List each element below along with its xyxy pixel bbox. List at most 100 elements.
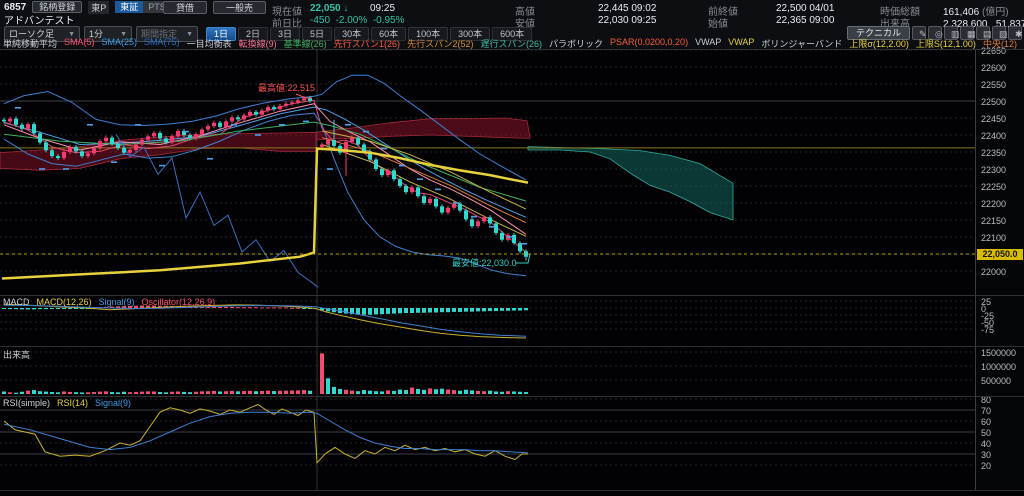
price-tick: 22200	[981, 199, 1007, 209]
vwap-line	[1, 147, 529, 280]
price-tick: 22600	[981, 63, 1007, 73]
volume-label: 出来高	[880, 19, 910, 30]
exchange-tab-東証[interactable]: 東証	[115, 1, 144, 13]
legend-item: 出来高	[3, 350, 31, 360]
legend-item: SMA(25)	[101, 37, 138, 47]
trade-button-貸借[interactable]: 貸借	[163, 1, 208, 14]
macd-signal-line	[3, 304, 527, 337]
period-button-300本[interactable]: 300本	[450, 27, 491, 41]
rsi-tick: 40	[981, 439, 992, 449]
bollinger-lower-2s	[3, 112, 527, 277]
market-badge: 東P	[88, 0, 110, 14]
legend-item: パラボリック	[549, 39, 604, 49]
panel-separator	[0, 490, 1024, 491]
change-label: 前日比	[272, 19, 302, 30]
svg-text:最安値:22,030.0: 最安値:22,030.0	[452, 257, 517, 268]
high-value: 22,445 09:02	[598, 3, 657, 14]
rsi-tick: 20	[981, 461, 992, 471]
macd-line	[3, 303, 527, 339]
indicator-lines	[0, 74, 975, 288]
svg-text:最高値:22,515: 最高値:22,515	[258, 82, 315, 93]
price-tick: 22250	[981, 182, 1007, 192]
panel-separator	[0, 396, 1024, 397]
volume-panel	[2, 353, 528, 394]
custom-period-dropdown[interactable]: 期間指定 ▼	[136, 26, 198, 42]
period-button-2日[interactable]: 2日	[238, 27, 269, 41]
rsi-tick: 50	[981, 428, 992, 438]
legend-item: Signal(9)	[95, 398, 132, 408]
zoom-icon[interactable]: ◎	[928, 26, 943, 40]
price-tick: 22100	[981, 233, 1007, 243]
volume-tick: 1000000	[981, 362, 1017, 372]
legend-item: 上限σ(12,2.00)	[849, 39, 909, 49]
legend-item: 転換線(9)	[238, 39, 277, 49]
price-axis: 22650 22600 22550 22500 22450 22400 22350 22300…	[975, 46, 1024, 490]
legend-item: ボリンジャーバンド	[761, 39, 843, 49]
legend-item: Oscillator(12,26,9)	[141, 297, 216, 307]
period-button-1日[interactable]: 1日	[206, 27, 237, 41]
price-tick: 22300	[981, 165, 1007, 175]
rsi-line	[3, 403, 528, 465]
export-icon[interactable]: ▥	[944, 26, 960, 40]
rsi-panel	[3, 403, 529, 465]
settings-icon[interactable]: ✱	[1008, 26, 1023, 40]
macd-legend: MACD MACD(12,26) Signal(9) Oscillator(12,26…	[3, 297, 215, 307]
period-buttons: 1日 2日 3日 5日 30本 60本 100本 300本 600本	[206, 27, 533, 41]
panel-separator	[0, 295, 1024, 296]
bollinger-upper-2s	[3, 74, 527, 181]
legend-item: MACD(12,26)	[36, 297, 92, 307]
current-price-value: 22,050 ↓	[310, 3, 349, 14]
macd-tick: -25	[981, 311, 995, 321]
legend-item: 基準線(26)	[283, 39, 327, 49]
technical-button[interactable]: テクニカル	[846, 26, 910, 40]
price-tick: 22500	[981, 97, 1007, 107]
calendar-icon[interactable]: ▤	[976, 26, 992, 40]
current-price-tag: 22,050.0	[977, 249, 1023, 260]
low-annotation: 最安値:22,030.0	[452, 253, 531, 268]
legend-item: SMA(75)	[144, 37, 180, 47]
folder-icon[interactable]: ▧	[992, 26, 1008, 40]
legend-item: SMA(5)	[64, 37, 95, 47]
price-tick: 22000	[981, 267, 1007, 277]
volume-tick: 1500000	[981, 348, 1017, 358]
chart-canvas[interactable]: 最高値:22,515 最安値:22,030.0	[0, 50, 975, 496]
panel-separator	[0, 346, 1024, 347]
period-button-600本[interactable]: 600本	[492, 27, 533, 41]
ichimoku-cloud-teal-projection	[527, 146, 734, 221]
trade-button-一般売[interactable]: 一般売	[213, 1, 267, 14]
rsi-tick: 30	[981, 450, 992, 460]
legend-item: 先行スパン1(26)	[333, 39, 401, 49]
price-tick: 22400	[981, 131, 1007, 141]
draw-icon[interactable]: ✎	[912, 26, 927, 40]
chart-style-icon[interactable]: ▦	[960, 26, 976, 40]
bollinger-lower-1s	[321, 144, 527, 237]
legend-item: MACD	[3, 297, 30, 307]
register-stock-button[interactable]: 銘柄登録	[32, 1, 83, 13]
macd-tick: -75	[981, 325, 995, 335]
period-button-5日[interactable]: 5日	[302, 27, 333, 41]
legend-item: 単純移動平均	[3, 39, 58, 49]
bollinger-upper-1s	[321, 130, 527, 210]
trade-buttons: 貸借 一般売	[157, 1, 267, 14]
legend-item: 中央(12)	[982, 39, 1017, 49]
chart-type-dropdown[interactable]: ローソク足 ▼	[4, 26, 80, 42]
legend-item: RSI(simple)	[3, 398, 51, 408]
stock-code: 6857	[4, 1, 27, 13]
quote-panel: 現在値 22,050 ↓ 09:25 前日比 -450 -2.00% -0.95…	[268, 1, 1024, 30]
rsi-tick: 80	[981, 395, 992, 405]
period-button-3日[interactable]: 3日	[270, 27, 301, 41]
stock-name: アドバンテスト	[4, 15, 75, 27]
tenkan-line	[3, 103, 527, 235]
legend-item: VWAP	[695, 37, 722, 47]
macd-panel	[2, 303, 528, 339]
rsi-tick: 60	[981, 417, 992, 427]
period-button-100本[interactable]: 100本	[408, 27, 449, 41]
interval-dropdown[interactable]: 1分 ▼	[84, 26, 132, 42]
period-button-60本[interactable]: 60本	[371, 27, 407, 41]
low-label: 安値	[515, 19, 535, 30]
chikou-lagging-span	[115, 134, 319, 288]
period-button-30本[interactable]: 30本	[334, 27, 370, 41]
low-value: 22,030 09:25	[598, 15, 657, 26]
